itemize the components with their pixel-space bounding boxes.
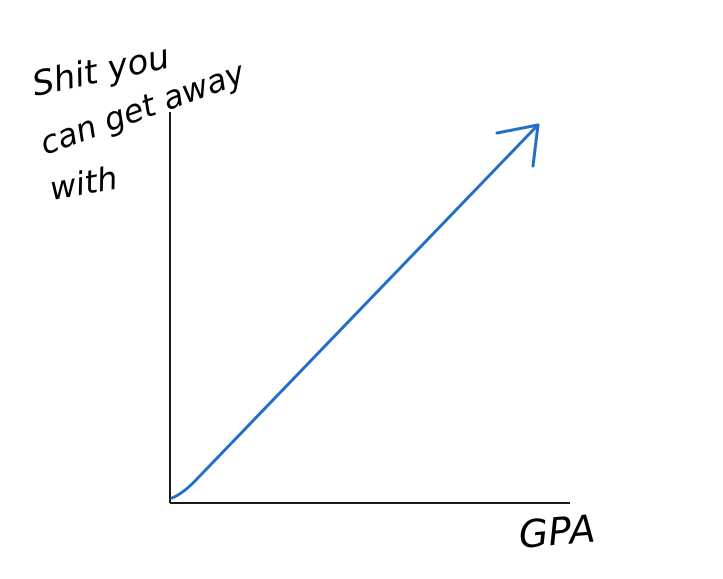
series-line [170,126,537,500]
y-label-line-3: with [47,159,120,208]
x-axis-label: GPA [517,506,597,556]
y-axis-label: Shit you can get away with [29,37,251,208]
arrow-head [495,123,540,168]
